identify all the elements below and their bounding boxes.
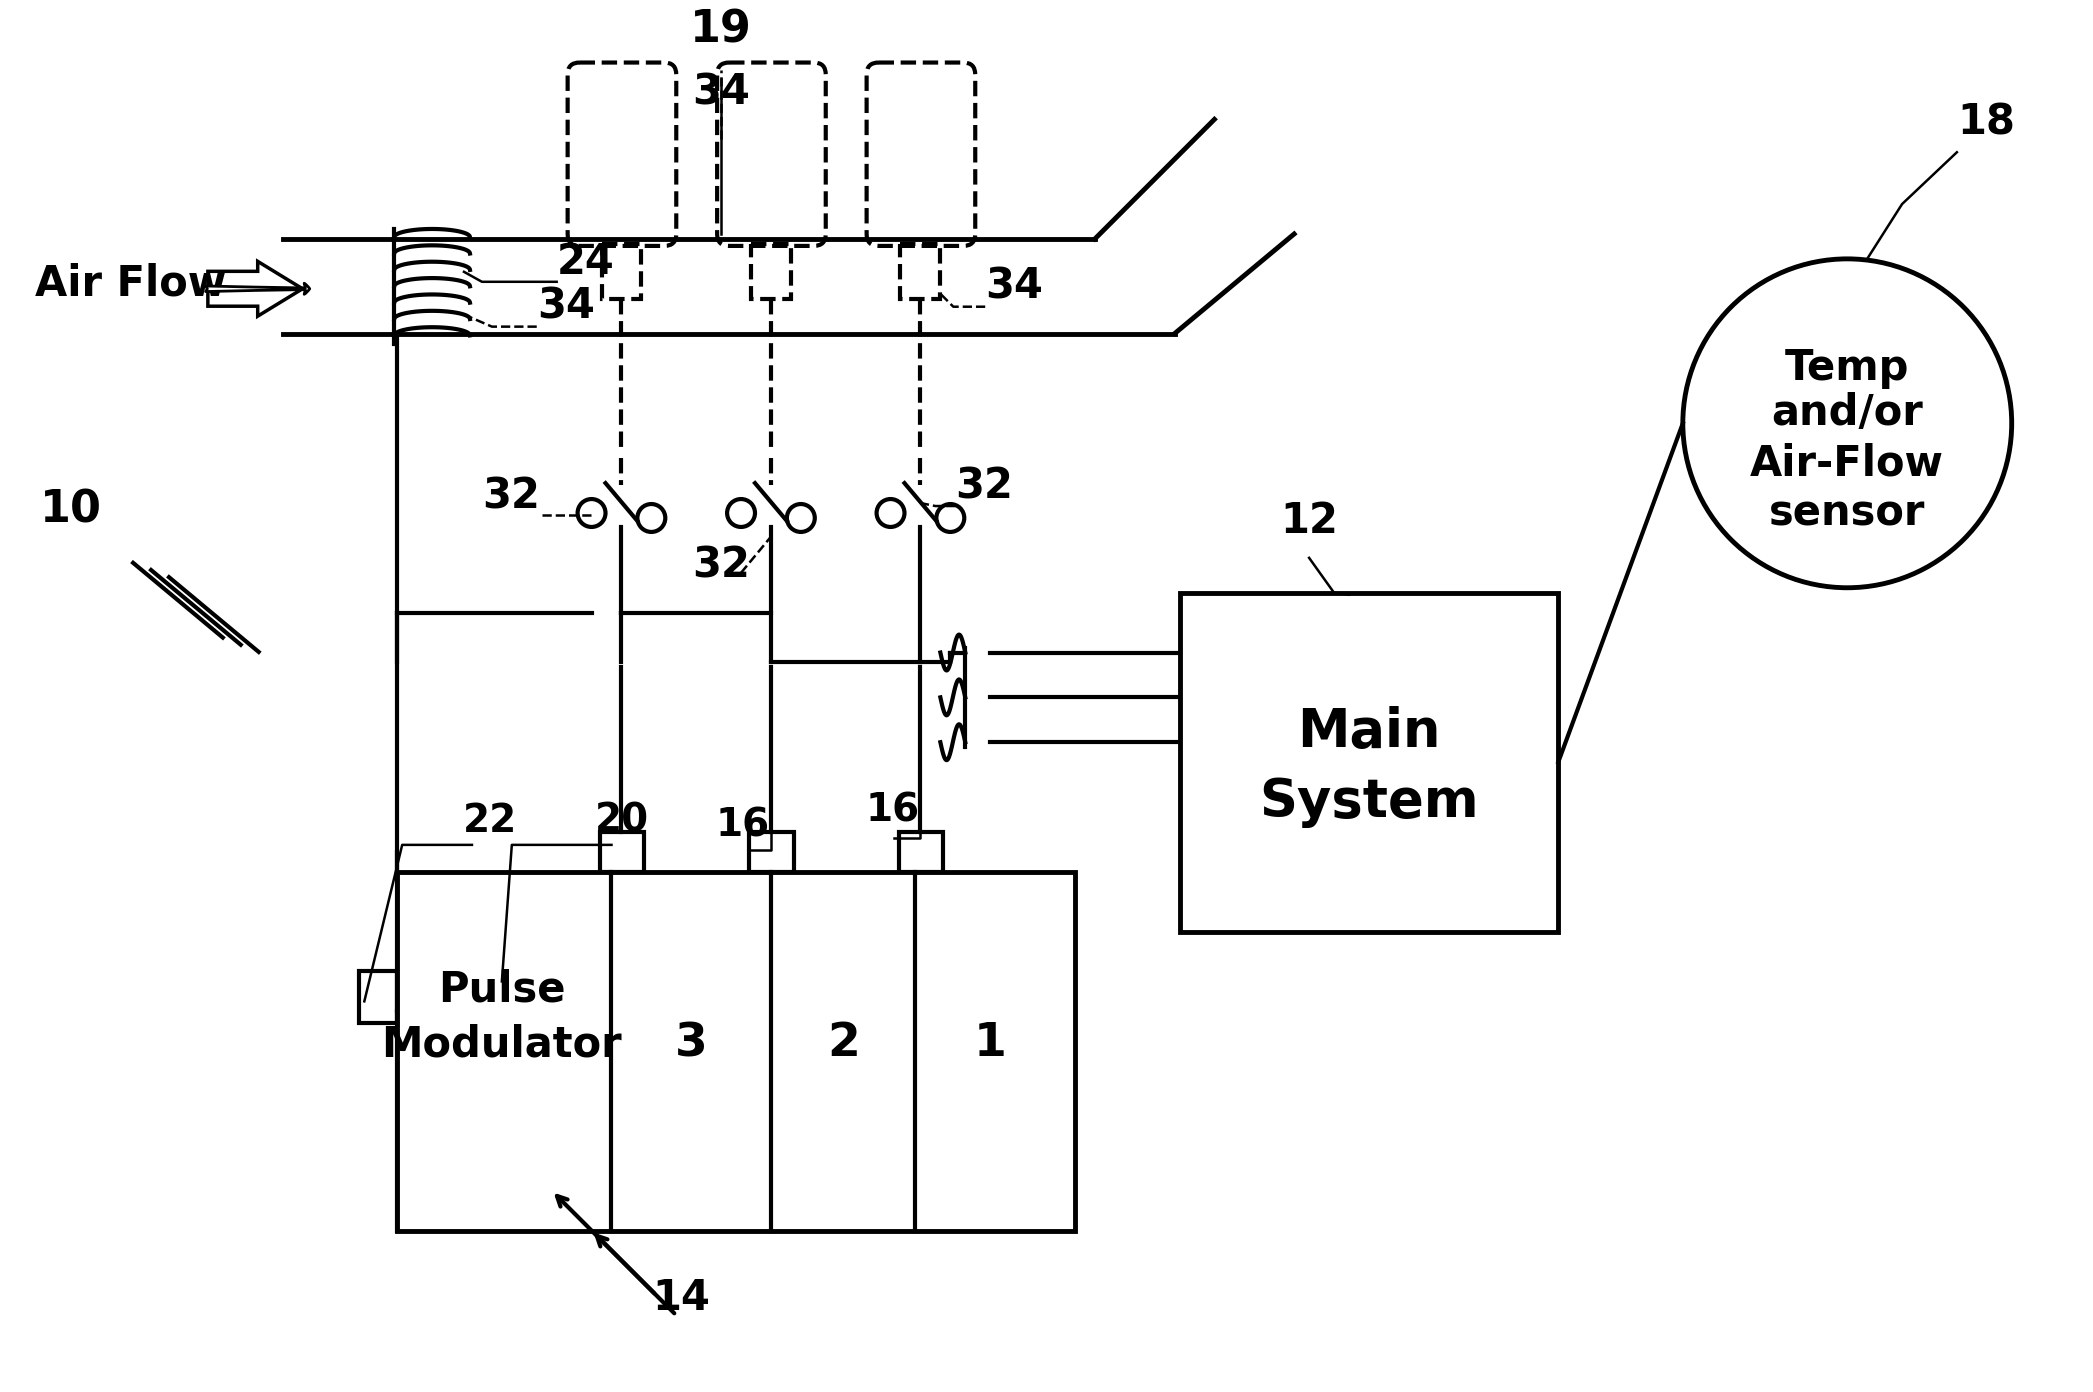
Bar [749,832,793,871]
Text: 32: 32 [481,475,540,516]
Bar [1180,593,1559,931]
Text: sensor: sensor [1769,491,1926,535]
Text: Main: Main [1298,706,1440,759]
Bar [751,244,791,299]
Text: Air-Flow: Air-Flow [1750,443,1944,484]
Text: 16: 16 [716,807,770,845]
Text: and/or: and/or [1771,393,1923,434]
Text: 24: 24 [557,241,615,283]
Text: 32: 32 [693,544,749,587]
Bar [898,832,944,871]
Text: 1: 1 [973,1022,1007,1066]
Bar [900,244,940,299]
Bar [599,832,645,871]
Text: 3: 3 [674,1022,707,1066]
Text: 34: 34 [693,71,749,113]
Text: System: System [1260,775,1480,828]
Text: Air Flow: Air Flow [36,263,226,305]
Text: 19: 19 [691,8,751,52]
Text: 2: 2 [827,1022,860,1066]
Bar [601,244,640,299]
Text: 14: 14 [653,1278,710,1320]
Text: 34: 34 [986,266,1042,308]
Text: 20: 20 [594,802,649,839]
Text: Modulator: Modulator [381,1023,622,1065]
Text: 12: 12 [1281,500,1337,541]
Text: 22: 22 [463,802,517,839]
Bar [398,871,1076,1231]
Text: 34: 34 [536,285,594,327]
Text: 18: 18 [1957,102,2016,143]
Text: 32: 32 [954,465,1013,507]
FancyArrow shape [207,262,303,316]
Text: 10: 10 [40,489,103,532]
Text: 16: 16 [867,792,919,830]
Bar [360,972,398,1023]
Text: Temp: Temp [1785,348,1909,390]
Text: Pulse: Pulse [437,969,565,1011]
